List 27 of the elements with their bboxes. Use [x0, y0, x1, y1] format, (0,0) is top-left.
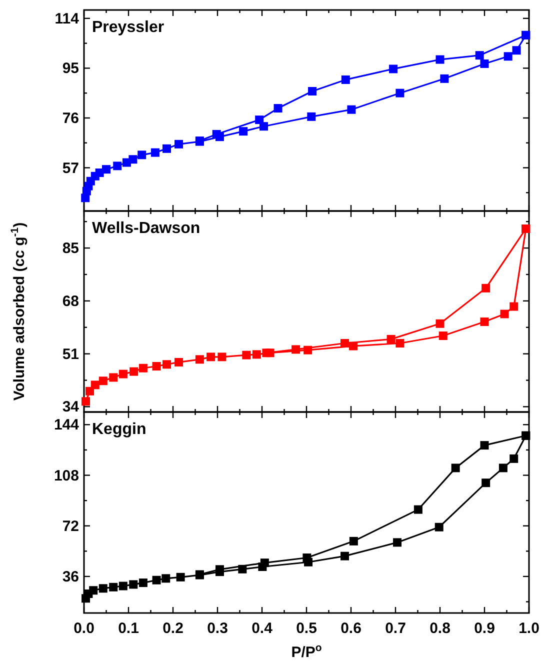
x-axis-title: P/P$^{o}$: [291, 642, 322, 661]
y-tick-label: 34: [62, 398, 80, 416]
y-tick-label: 57: [62, 160, 79, 177]
x-tick-label: 1.0: [518, 620, 540, 637]
text: Preyssler: [92, 19, 164, 36]
x-tick-label: 0.0: [74, 620, 94, 637]
y-tick-label: 36: [62, 568, 79, 586]
x-tick-label: 0.7: [385, 620, 406, 637]
x-tick-label: 0.5: [296, 620, 317, 637]
y-tick-label: 76: [62, 110, 79, 127]
x-tick-label: 0.3: [207, 620, 228, 637]
x-tick-label: 0.1: [118, 620, 139, 637]
x-tick-label: 0.8: [430, 620, 450, 637]
y-tick-label: 108: [54, 467, 79, 484]
x-tick-label: 0.2: [162, 620, 184, 637]
y-tick-label: 144: [54, 416, 80, 434]
y-tick-label: 51: [62, 346, 79, 363]
x-tick-label: 0.6: [340, 620, 362, 637]
y-tick-label: 95: [62, 60, 79, 78]
y-tick-label: 114: [54, 10, 80, 28]
text: Wells-Dawson: [92, 220, 200, 237]
y-tick-label: 72: [62, 518, 79, 535]
x-tick-label: 0.9: [474, 620, 495, 637]
y-tick-label: 68: [62, 292, 79, 310]
text: Keggin: [92, 421, 146, 438]
x-tick-label: 0.4: [252, 620, 274, 637]
y-tick-label: 85: [62, 240, 79, 258]
